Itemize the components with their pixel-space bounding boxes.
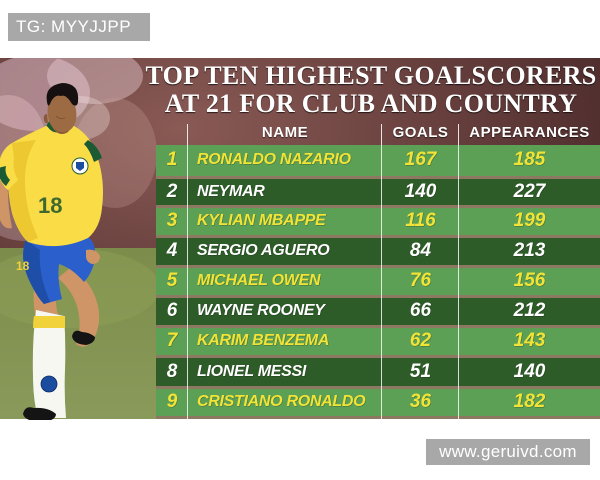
svg-text:18: 18 xyxy=(16,259,30,273)
svg-text:18: 18 xyxy=(38,193,62,218)
